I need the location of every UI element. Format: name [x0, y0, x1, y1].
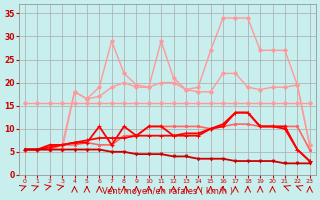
X-axis label: Vent moyen/en rafales ( km/h ): Vent moyen/en rafales ( km/h ) — [102, 187, 233, 196]
